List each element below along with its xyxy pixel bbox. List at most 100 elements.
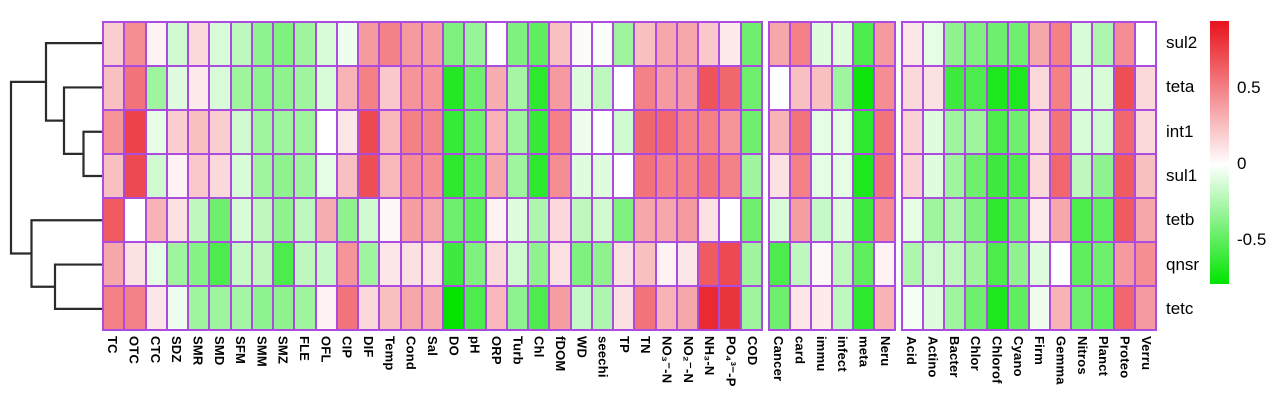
heatmap-cell xyxy=(188,154,210,198)
heatmap-cell xyxy=(1134,22,1156,66)
heatmap-cell xyxy=(166,242,189,286)
heatmap-cell xyxy=(358,198,380,242)
column-label: infect xyxy=(835,336,851,372)
heatmap-cell xyxy=(188,22,210,66)
heatmap-cell xyxy=(443,154,465,198)
heatmap-cell xyxy=(1113,66,1135,110)
heatmap-cell xyxy=(273,66,295,110)
heatmap-cell xyxy=(379,110,401,154)
heatmap-cell xyxy=(769,242,790,286)
heatmap-cell xyxy=(719,198,741,242)
column-label: DIF xyxy=(361,336,377,358)
heatmap-cell xyxy=(655,22,677,66)
heatmap-cell xyxy=(251,22,274,66)
heatmap-cell xyxy=(613,154,635,198)
heatmap-cell xyxy=(719,110,741,154)
heatmap-cell xyxy=(358,66,380,110)
heatmap-cell xyxy=(986,198,1008,242)
heatmap-cell xyxy=(506,22,529,66)
heatmap-cell xyxy=(655,66,677,110)
heatmap-cell xyxy=(986,110,1008,154)
heatmap-cell xyxy=(740,242,762,286)
heatmap-cell xyxy=(1028,198,1051,242)
heatmap-cell xyxy=(400,110,422,154)
heatmap-cell xyxy=(1092,22,1114,66)
column-label: FLE xyxy=(297,336,313,362)
heatmap-cell xyxy=(485,22,507,66)
column-label: WD xyxy=(574,336,590,359)
heatmap-cell xyxy=(1134,286,1156,330)
heatmap-cell xyxy=(166,22,189,66)
heatmap-cell xyxy=(740,22,762,66)
heatmap-cell xyxy=(528,110,550,154)
heatmap-cell xyxy=(613,286,635,330)
heatmap-cell xyxy=(790,22,811,66)
column-label: SMZ xyxy=(275,336,291,365)
heatmap-cell xyxy=(315,154,337,198)
heatmap-cell xyxy=(698,286,720,330)
heatmap-cell xyxy=(103,286,125,330)
heatmap-cell xyxy=(103,198,125,242)
heatmap-cell xyxy=(719,154,741,198)
heatmap-cell xyxy=(400,198,422,242)
heatmap-cell xyxy=(166,286,189,330)
heatmap-cell xyxy=(965,22,987,66)
heatmap-cell xyxy=(294,66,316,110)
column-label: Turb xyxy=(510,336,526,365)
heatmap-cell xyxy=(591,154,614,198)
heatmap-cell xyxy=(769,198,790,242)
heatmap-cell xyxy=(166,154,189,198)
heatmap-cell xyxy=(443,242,465,286)
heatmap-cell xyxy=(986,66,1008,110)
heatmap-cell xyxy=(591,286,614,330)
heatmap-cell xyxy=(1007,198,1029,242)
heatmap-cell xyxy=(634,154,656,198)
heatmap-cell xyxy=(832,110,853,154)
heatmap-cell xyxy=(902,286,924,330)
heatmap-cell xyxy=(874,242,895,286)
heatmap-cell xyxy=(379,286,401,330)
heatmap-cell xyxy=(485,66,507,110)
heatmap-cell xyxy=(965,154,987,198)
column-label: NH₃-N xyxy=(702,336,718,376)
heatmap-cell xyxy=(790,66,811,110)
heatmap-cell xyxy=(145,242,167,286)
heatmap-cell xyxy=(209,22,231,66)
heatmap-cell xyxy=(1113,286,1135,330)
heatmap-cell xyxy=(315,66,337,110)
heatmap-cell xyxy=(923,242,945,286)
row-label: teta xyxy=(1166,77,1195,97)
heatmap-cell xyxy=(591,242,614,286)
heatmap-cell xyxy=(464,154,486,198)
heatmap-cell xyxy=(811,110,832,154)
heatmap-cell xyxy=(570,66,592,110)
heatmap-cell xyxy=(634,198,656,242)
heatmap-cell xyxy=(1007,286,1029,330)
heatmap-cell xyxy=(1007,22,1029,66)
heatmap-cell xyxy=(769,110,790,154)
heatmap-cell xyxy=(103,242,125,286)
heatmap-cell xyxy=(443,22,465,66)
column-label: Acid xyxy=(904,336,920,365)
heatmap-cell xyxy=(655,286,677,330)
heatmap-cell xyxy=(832,22,853,66)
heatmap-cell xyxy=(230,242,252,286)
column-label: CTC xyxy=(147,336,163,364)
heatmap-cell xyxy=(485,110,507,154)
heatmap-cell xyxy=(294,22,316,66)
heatmap-cell xyxy=(145,154,167,198)
heatmap-cell xyxy=(944,22,966,66)
heatmap-cell xyxy=(965,242,987,286)
heatmap-cell xyxy=(591,198,614,242)
heatmap-cell xyxy=(124,198,146,242)
heatmap-cell xyxy=(315,286,337,330)
heatmap-panel-antibiotics-and-water-parameters xyxy=(102,21,763,331)
heatmap-cell xyxy=(811,286,832,330)
heatmap-cell xyxy=(506,66,529,110)
heatmap-cell xyxy=(443,110,465,154)
heatmap-cell xyxy=(591,66,614,110)
column-label: COD xyxy=(744,336,760,366)
heatmap-cell xyxy=(1028,110,1051,154)
dendrogram-lines xyxy=(9,42,102,310)
heatmap-cell xyxy=(790,286,811,330)
